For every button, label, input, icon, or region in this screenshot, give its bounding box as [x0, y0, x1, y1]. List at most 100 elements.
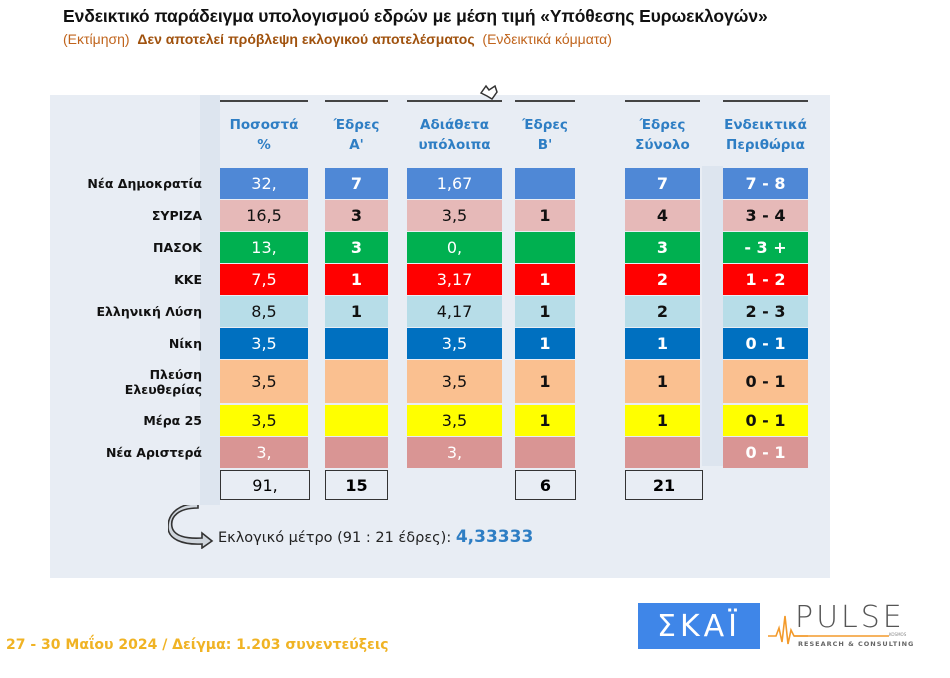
cell-range: 3 - 4 [723, 200, 808, 231]
cell-seats-total [625, 437, 700, 468]
cell-seats-total: 2 [625, 264, 700, 295]
pulse-logo: PULSE KOSMOS RESEARCH & CONSULTING [768, 600, 918, 650]
cell-seats-a: 7 [325, 168, 388, 199]
subtitle-suffix: (Ενδεικτικά κόμματα) [482, 31, 612, 47]
cell-seats-total: 1 [625, 360, 700, 403]
column-header-remainder: Αδιάθετα υπόλοιπα [407, 100, 502, 168]
cell-seats-a [325, 328, 388, 359]
cell-remainder: 3, [407, 437, 502, 468]
pulse-tagline: RESEARCH & CONSULTING [798, 640, 915, 648]
cell-seats-total: 1 [625, 405, 700, 436]
cell-percentage: 3,5 [220, 328, 308, 359]
pulse-wordmark: PULSE [795, 600, 905, 635]
cell-seats-b: 1 [515, 296, 575, 327]
party-name: Ελληνική Λύση [96, 304, 202, 319]
cell-seats-b: 1 [515, 360, 575, 403]
cell-remainder: 1,67 [407, 168, 502, 199]
cell-seats-b [515, 168, 575, 199]
cell-range: 2 - 3 [723, 296, 808, 327]
cell-range: 0 - 1 [723, 360, 808, 403]
cell-seats-b: 1 [515, 200, 575, 231]
quota-value: 4,33333 [455, 527, 534, 547]
skai-logo: ΣΚΑΪ [638, 603, 760, 649]
cell-seats-b [515, 232, 575, 263]
party-name-line: Ελευθερίας [124, 381, 202, 397]
pulse-tag: KOSMOS [889, 632, 907, 637]
party-name: Νέα Δημοκρατία [87, 176, 202, 191]
cell-seats-b: 1 [515, 328, 575, 359]
divider-line [794, 635, 889, 637]
electoral-quota: Εκλογικό μέτρο (91 : 21 έδρες): 4,33333 [218, 527, 533, 547]
cell-percentage: 32, [220, 168, 308, 199]
party-name: Νέα Αριστερά [105, 445, 202, 460]
cell-percentage: 16,5 [220, 200, 308, 231]
header-line: υπόλοιπα [418, 137, 491, 153]
cell-seats-total: 2 [625, 296, 700, 327]
header-line: Έδρες [333, 117, 380, 133]
cell-seats-b [515, 437, 575, 468]
column-header-percentage: Ποσοστά % [220, 100, 308, 168]
cell-range: - 3 + [723, 232, 808, 263]
header-line: Έδρες [522, 117, 568, 133]
column-separator [200, 95, 220, 505]
cell-remainder: 0, [407, 232, 502, 263]
cell-percentage: 3, [220, 437, 308, 468]
column-separator [702, 166, 723, 466]
page-title: Ενδεικτικό παράδειγμα υπολογισμού εδρών … [63, 6, 768, 26]
page-subtitle: (Εκτίμηση) Δεν αποτελεί πρόβλεψη εκλογικ… [63, 31, 612, 47]
curved-arrow-icon [168, 505, 214, 549]
cell-seats-a [325, 405, 388, 436]
header-line: Α' [349, 137, 364, 153]
header-line: Περιθώρια [726, 137, 805, 153]
party-name-line: Πλεύση [149, 366, 202, 382]
cell-percentage: 13, [220, 232, 308, 263]
cell-range: 1 - 2 [723, 264, 808, 295]
header-line: % [257, 137, 271, 153]
cell-percentage: 7,5 [220, 264, 308, 295]
party-name: ΚΚΕ [174, 272, 202, 287]
column-header-range: Ενδεικτικά Περιθώρια [723, 100, 808, 168]
header-line: Σύνολο [635, 137, 690, 153]
cell-remainder: 3,5 [407, 328, 502, 359]
cell-range: 0 - 1 [723, 328, 808, 359]
header-line: Ενδεικτικά [724, 117, 807, 133]
cell-remainder: 3,5 [407, 200, 502, 231]
column-header-seats-total: Έδρες Σύνολο [625, 100, 700, 168]
cell-range: 0 - 1 [723, 437, 808, 468]
party-name: ΠΑΣΟΚ [153, 240, 202, 255]
party-name: Πλεύση Ελευθερίας [50, 360, 202, 403]
cell-remainder: 3,17 [407, 264, 502, 295]
cell-percentage: 3,5 [220, 405, 308, 436]
total-seats-b: 6 [515, 470, 576, 500]
cell-seats-b: 1 [515, 405, 575, 436]
cell-seats-a: 3 [325, 232, 388, 263]
quota-label: Εκλογικό μέτρο (91 : 21 έδρες): [218, 530, 452, 546]
cell-seats-total: 1 [625, 328, 700, 359]
cell-seats-b: 1 [515, 264, 575, 295]
heartbeat-icon [768, 615, 808, 645]
cell-remainder: 4,17 [407, 296, 502, 327]
cell-remainder: 3,5 [407, 405, 502, 436]
header-line: Έδρες [639, 117, 686, 133]
column-header-seats-b: Έδρες Β' [515, 100, 575, 168]
cell-seats-a: 1 [325, 296, 388, 327]
pointer-cursor-icon [479, 84, 498, 100]
cell-seats-a [325, 437, 388, 468]
party-name: ΣΥΡΙΖΑ [151, 208, 202, 223]
survey-info: 27 - 30 Μαΐου 2024 / Δείγμα: 1.203 συνεν… [6, 637, 389, 653]
party-name: Μέρα 25 [143, 413, 202, 428]
column-header-seats-a: Έδρες Α' [325, 100, 388, 168]
cell-seats-total: 3 [625, 232, 700, 263]
cell-percentage: 8,5 [220, 296, 308, 327]
total-percentage: 91, [220, 470, 310, 500]
cell-range: 0 - 1 [723, 405, 808, 436]
cell-seats-total: 7 [625, 168, 700, 199]
cell-remainder: 3,5 [407, 360, 502, 403]
header-line: Αδιάθετα [420, 117, 489, 133]
total-seats-a: 15 [325, 470, 388, 500]
header-line: Β' [537, 137, 553, 153]
cell-seats-a: 1 [325, 264, 388, 295]
total-seats: 21 [625, 470, 703, 500]
subtitle-prefix: (Εκτίμηση) [63, 31, 130, 47]
cell-percentage: 3,5 [220, 360, 308, 403]
